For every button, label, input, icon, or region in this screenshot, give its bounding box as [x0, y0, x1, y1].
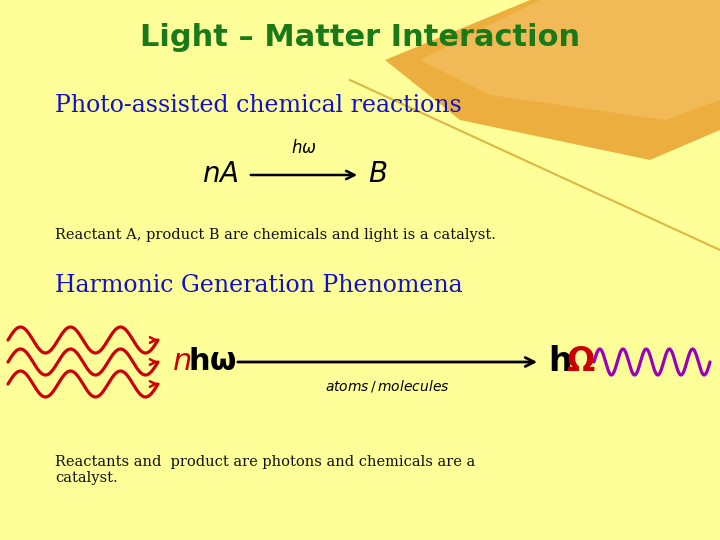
Text: Reactant A, product B are chemicals and light is a catalyst.: Reactant A, product B are chemicals and … — [55, 228, 496, 242]
Text: $\mathbf{\Omega}$: $\mathbf{\Omega}$ — [566, 346, 595, 378]
Text: $n$: $n$ — [172, 347, 192, 377]
Polygon shape — [420, 0, 720, 120]
Polygon shape — [385, 0, 720, 160]
Text: $h\omega$: $h\omega$ — [291, 139, 317, 157]
Text: $\mathbf{h}$: $\mathbf{h}$ — [548, 346, 571, 378]
Text: $atoms\,/\,molecules$: $atoms\,/\,molecules$ — [325, 378, 449, 394]
Text: Photo-assisted chemical reactions: Photo-assisted chemical reactions — [55, 93, 462, 117]
Text: Reactants and  product are photons and chemicals are a
catalyst.: Reactants and product are photons and ch… — [55, 455, 475, 485]
Text: Light – Matter Interaction: Light – Matter Interaction — [140, 24, 580, 52]
Text: $\mathbf{h\omega}$: $\mathbf{h\omega}$ — [188, 347, 237, 377]
Text: $nA$: $nA$ — [202, 161, 238, 188]
Text: $B$: $B$ — [369, 161, 387, 188]
Text: Harmonic Generation Phenomena: Harmonic Generation Phenomena — [55, 273, 463, 296]
